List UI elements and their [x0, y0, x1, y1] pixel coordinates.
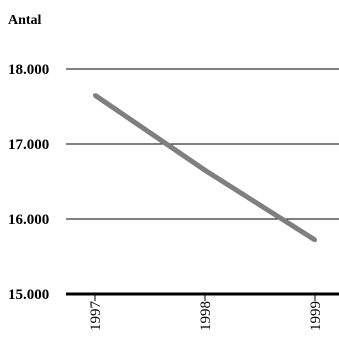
y-tick-label: 18.000 [8, 62, 49, 78]
y-tick-labels: 15.000 16.000 17.000 18.000 [8, 62, 49, 303]
x-tick-labels: 1997 1998 1999 [88, 294, 324, 331]
y-axis-label: Antal [8, 13, 42, 28]
y-tick-label: 17.000 [8, 137, 49, 153]
gridlines [66, 68, 339, 296]
series-layer [93, 93, 317, 243]
series-line [93, 93, 317, 243]
data-point [203, 168, 207, 173]
data-point [93, 93, 97, 98]
x-tick-label: 1997 [88, 301, 104, 332]
y-tick-label: 16.000 [8, 212, 49, 228]
x-tick-label: 1998 [198, 301, 214, 331]
data-point [313, 238, 317, 242]
y-tick-label: 15.000 [8, 287, 49, 303]
x-tick-label: 1999 [308, 301, 324, 331]
